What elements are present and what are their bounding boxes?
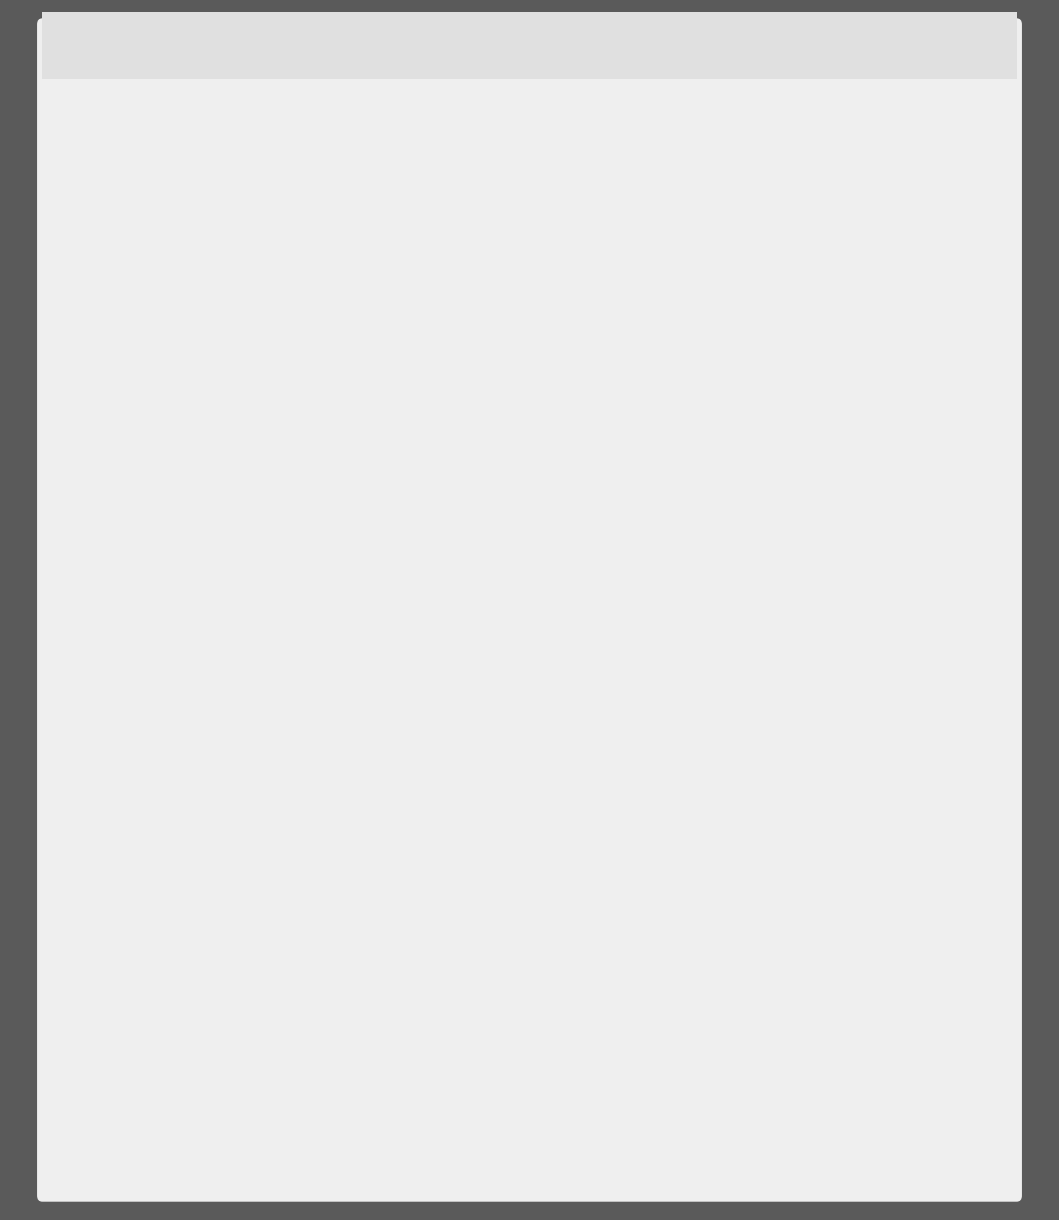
- Text: Match each polynomial with its end behavior. Some end behavior options may not: Match each polynomial with its end behav…: [174, 137, 836, 151]
- Text: $f(x) = 8x^6 + 1$: $f(x) = 8x^6 + 1$: [133, 730, 234, 749]
- Text: $f(x) = 9 + x^4$: $f(x) = 9 + x^4$: [133, 362, 226, 382]
- Text: $f(x) = 2x^3 + 3x^4 + x^2 - 1$: $f(x) = 2x^3 + 3x^4 + x^2 - 1$: [133, 210, 316, 229]
- Text: Which polynomial function gets larger and larger in the negative direction as $x: Which polynomial function gets larger an…: [196, 515, 922, 534]
- Text: b.: b.: [89, 285, 104, 300]
- Text: Problem 4:: Problem 4:: [59, 970, 162, 988]
- Text: 3. The graph falls to the right and rises to the left.: 3. The graph falls to the right and rise…: [515, 365, 900, 379]
- Text: $f(x) = 1 - 3x + x^2$: $f(x) = 1 - 3x + x^2$: [133, 283, 262, 303]
- Text: least 2 terms, and, as the inputs get larger and larger in either the negative o: least 2 terms, and, as the inputs get la…: [59, 1065, 759, 1080]
- Text: Write an equation for a polynomial with the following properties: it has even de: Write an equation for a polynomial with …: [59, 1021, 809, 1036]
- Text: 2. The graph rises to the right and falls to the left.: 2. The graph rises to the right and fall…: [515, 285, 899, 300]
- Text: and larger in the negative direction?: and larger in the negative direction?: [59, 555, 354, 570]
- Text: $f(x) = 6x^3 + 4x^2 - 15x + 32$: $f(x) = 6x^3 + 4x^2 - 15x + 32$: [133, 634, 337, 654]
- Text: a.: a.: [89, 212, 104, 227]
- Text: b.: b.: [89, 637, 104, 651]
- Text: c.: c.: [89, 365, 103, 379]
- Text: directions, the outputs get larger and larger in the negative direction.: directions, the outputs get larger and l…: [59, 1109, 620, 1124]
- Text: $f(x) = 5x^2 - 2x + 1$: $f(x) = 5x^2 - 2x + 1$: [133, 588, 272, 608]
- Text: 1. The graph rises to the left and right.: 1. The graph rises to the left and right…: [515, 212, 813, 227]
- Text: d.: d.: [89, 732, 104, 747]
- Text: Lesson 8/9: End Behavior: Lesson 8/9: End Behavior: [656, 34, 912, 51]
- Text: reasoning.: reasoning.: [59, 837, 144, 852]
- Text: d.: d.: [89, 444, 104, 459]
- Text: Problem 3:: Problem 3:: [59, 795, 162, 814]
- Text: State the degree and end behavior of $f(x) = -x^3 + 5x^2 + 6x + 1$. Explain or s: State the degree and end behavior of $f(…: [170, 795, 858, 817]
- Text: $f(x) = 7x^4 - 2x^3 + 3x^2 + 8x - 10$: $f(x) = 7x^4 - 2x^3 + 3x^2 + 8x - 10$: [133, 682, 373, 701]
- Text: have a matching polynomial.: have a matching polynomial.: [59, 176, 293, 190]
- Text: Independent Practice:: Independent Practice:: [383, 94, 608, 111]
- Text: Problem 1:: Problem 1:: [59, 137, 161, 155]
- Text: c.: c.: [89, 684, 103, 699]
- Text: Problem 2:: Problem 2:: [59, 515, 162, 533]
- Text: 2: Polynomial and Rational Functions: 2: Polynomial and Rational Functions: [79, 34, 455, 51]
- Text: $f(x) = 2x + 5$: $f(x) = 2x + 5$: [133, 443, 227, 460]
- Text: 4. The graph falls to the left and right.: 4. The graph falls to the left and right…: [515, 444, 808, 459]
- Text: a.: a.: [89, 590, 104, 605]
